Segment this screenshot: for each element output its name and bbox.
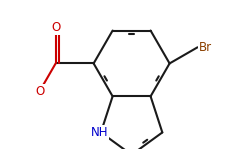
Text: O: O [35,85,44,98]
Text: Br: Br [199,41,212,54]
Text: NH: NH [90,126,108,139]
Text: O: O [51,21,60,34]
